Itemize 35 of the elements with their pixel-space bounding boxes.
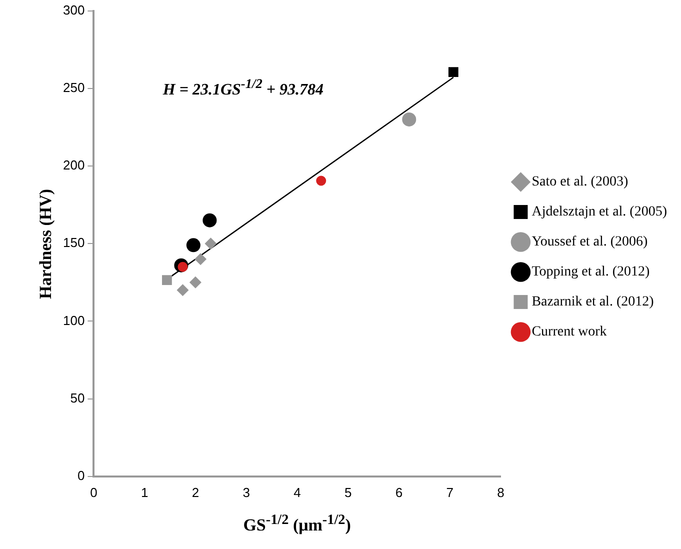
legend-label: Topping et al. (2012) [532, 264, 650, 280]
point [204, 238, 217, 250]
point [202, 213, 217, 228]
point [186, 238, 200, 252]
point [162, 275, 172, 286]
x-tick-label: 5 [344, 484, 352, 500]
legend-label: Current work [532, 324, 607, 340]
y-tick-label: 100 [62, 312, 85, 328]
y-axis-title: Hardness (HV) [36, 188, 56, 299]
legend-label: Bazarnik et al. (2012) [532, 294, 654, 310]
y-tick-label: 0 [77, 468, 85, 483]
point [194, 253, 207, 266]
y-tick-label: 300 [62, 2, 85, 18]
x-tick-label: 6 [395, 484, 403, 500]
point [176, 284, 189, 296]
y-tick-label: 50 [70, 390, 85, 406]
x-tick-label: 7 [446, 484, 454, 500]
legend-label: Youssef et al. (2006) [532, 234, 648, 250]
x-tick-label: 3 [242, 484, 250, 500]
annotation: H = 23.1GS$^{-1/2}$ + 93.784 [162, 76, 324, 100]
x-axis-title: GS$^{-1/2}$ (μm$^{-1/2}$) [243, 512, 351, 536]
x-tick-label: 0 [90, 484, 98, 500]
legend-label: Sato et al. (2003) [532, 174, 628, 190]
x-tick-label: 4 [294, 484, 301, 500]
x-tick-label: 8 [497, 484, 504, 500]
x-tick-label: 1 [140, 484, 148, 500]
point [448, 67, 458, 78]
y-tick-label: 200 [62, 158, 85, 173]
point [402, 112, 416, 126]
y-tick-label: 250 [62, 80, 85, 95]
point [189, 276, 202, 288]
legend-label: Ajdelsztajn et al. (2005) [532, 204, 668, 220]
x-tick-label: 2 [192, 484, 200, 500]
y-tick-label: 150 [62, 235, 85, 250]
point [316, 176, 326, 186]
